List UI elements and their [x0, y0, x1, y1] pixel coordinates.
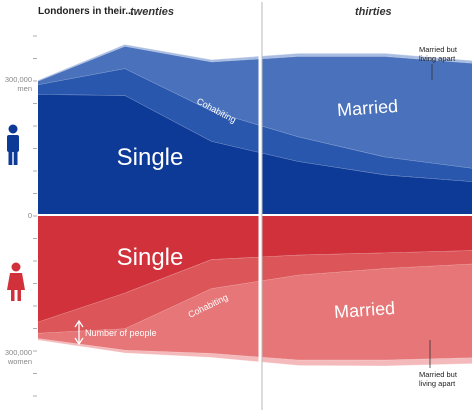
- header-lead: Londoners in their...: [38, 6, 134, 17]
- men-cohabiting-area: [38, 68, 472, 182]
- number-of-people-label: Number of people: [85, 328, 157, 338]
- axis-zero: 0: [27, 211, 32, 220]
- zero-baseline: [38, 214, 472, 216]
- axis-men-word: men: [17, 84, 32, 93]
- women-single-area: [38, 215, 472, 323]
- women-living-apart-label-2: living apart: [419, 379, 456, 388]
- women-single-label: Single: [117, 244, 184, 271]
- men-married-but-living-apart-area: [38, 44, 472, 81]
- women-married-but-living-apart-edge: [37, 339, 473, 367]
- men-living-apart-label-2: living apart: [419, 54, 456, 63]
- men-married-area: [38, 46, 472, 169]
- men-married-but-living-apart-edge: [37, 43, 473, 81]
- men-married-label: Married: [336, 96, 398, 120]
- women-living-apart-label-1: Married but: [419, 370, 458, 379]
- header-twenties: twenties: [130, 6, 175, 18]
- men-single-label: Single: [117, 144, 184, 171]
- axis-men-value: 300,000: [4, 75, 32, 84]
- axis-women-value: 300,000: [4, 348, 32, 357]
- men-living-apart-label-1: Married but: [419, 45, 458, 54]
- women-cohabiting-area: [38, 250, 472, 334]
- woman-icon: [7, 262, 25, 301]
- men-single-area: [38, 94, 472, 215]
- women-married-but-living-apart-area: [38, 338, 472, 366]
- women-married-label: Married: [333, 298, 395, 322]
- man-icon: [7, 124, 19, 165]
- axis-women-word: women: [7, 357, 32, 366]
- header-thirties: thirties: [355, 6, 392, 18]
- number-of-people-marker: [74, 319, 84, 346]
- women-married-area: [38, 264, 472, 361]
